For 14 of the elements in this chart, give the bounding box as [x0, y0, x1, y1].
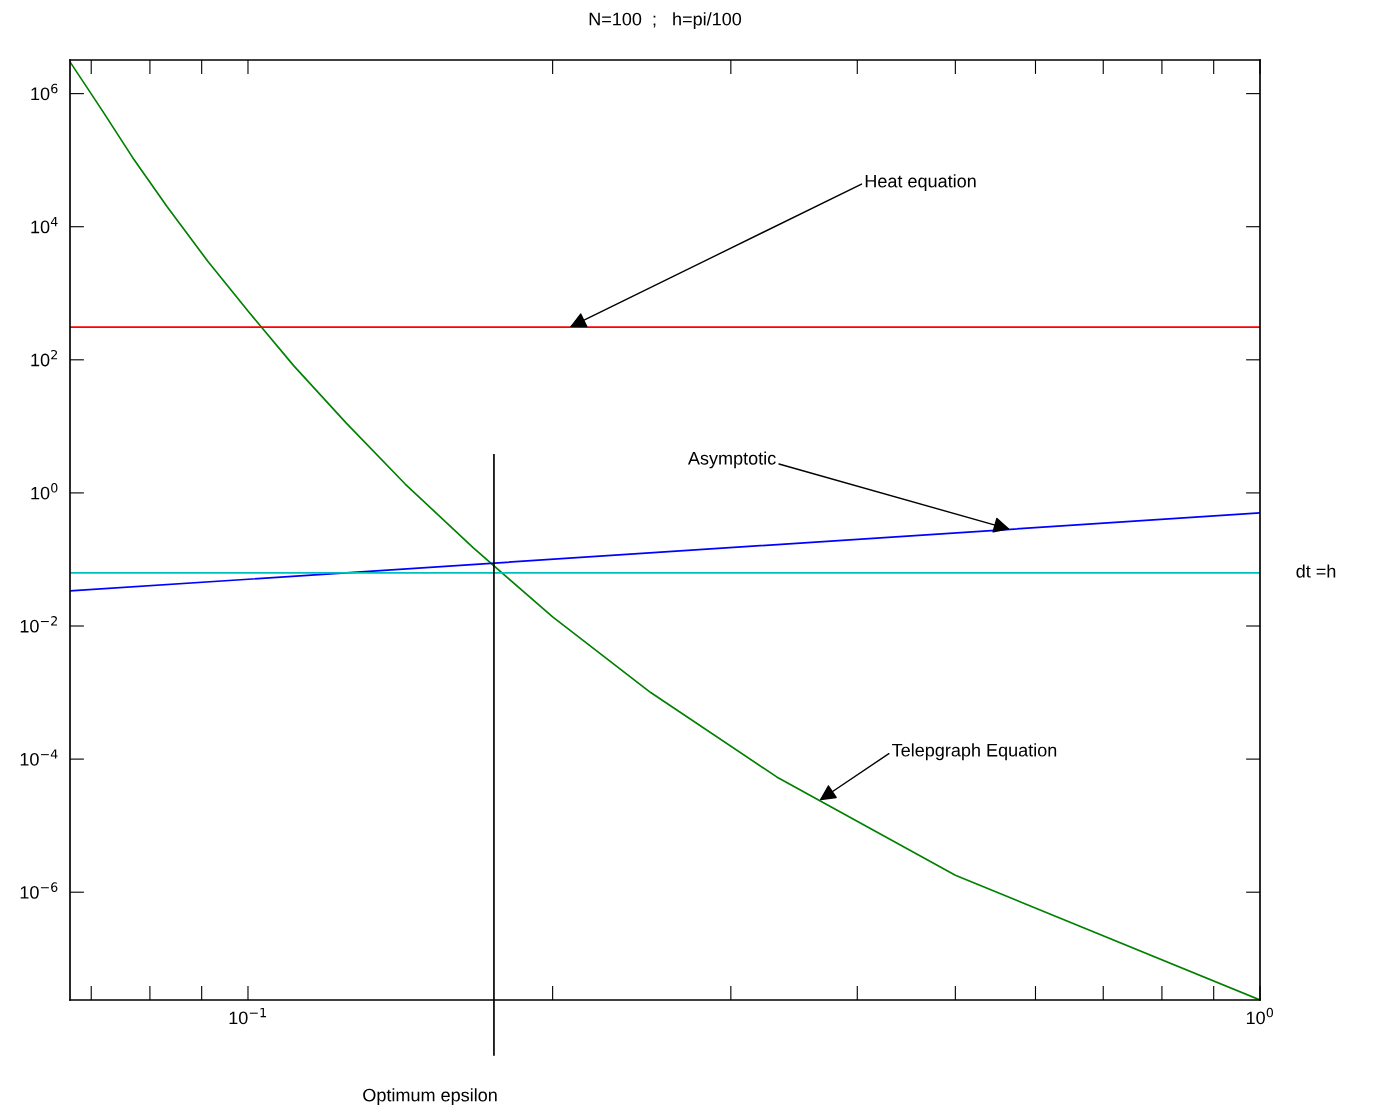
y-tick-label: 10$^{−4}$ — [20, 749, 58, 766]
annotation: Telepgraph Equation — [892, 743, 1057, 761]
y-tick-label: 10$^{2}$ — [31, 349, 58, 367]
chart-title: N=100 ; h=pi/100 — [589, 12, 742, 30]
annotation: Heat equation — [865, 174, 976, 192]
x-tick-label: 10$^{−1}$ — [229, 1007, 266, 1025]
y-tick-label: 10$^{4}$ — [31, 217, 58, 234]
y-tick-label: 10$^{6}$ — [31, 83, 58, 101]
ref-line-label: Optimum epsilon — [363, 1088, 497, 1106]
y-tick-label: 10$^{−2}$ — [20, 616, 57, 633]
annotation: Asymptotic — [687, 451, 776, 469]
y-tick-label: 10$^{−6}$ — [20, 882, 58, 899]
ref-line-label: dt =h — [1296, 564, 1336, 578]
y-tick-label: 10$^{0}$ — [31, 483, 58, 500]
